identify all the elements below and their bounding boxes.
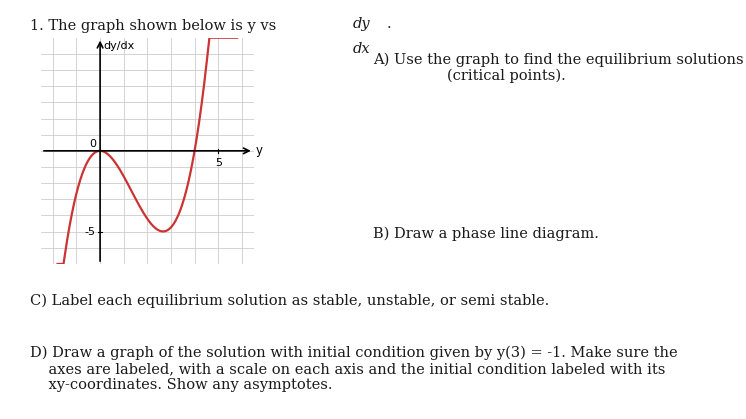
Text: (critical points).: (critical points).	[373, 52, 565, 83]
Text: y: y	[256, 144, 263, 158]
Text: -5: -5	[85, 227, 95, 237]
Text: 1. The graph shown below is y vs: 1. The graph shown below is y vs	[30, 19, 276, 33]
Text: dx: dx	[353, 42, 371, 56]
Text: dy/dx: dy/dx	[104, 41, 135, 51]
Text: .: .	[386, 17, 391, 31]
Text: 5: 5	[215, 158, 222, 168]
Text: dy: dy	[353, 17, 371, 31]
Text: C) Label each equilibrium solution as stable, unstable, or semi stable.: C) Label each equilibrium solution as st…	[30, 293, 549, 308]
Text: B) Draw a phase line diagram.: B) Draw a phase line diagram.	[373, 226, 599, 241]
Text: 0: 0	[89, 139, 95, 149]
Text: D) Draw a graph of the solution with initial condition given by y(3) = -1. Make : D) Draw a graph of the solution with ini…	[30, 346, 677, 393]
Text: A) Use the graph to find the equilibrium solutions: A) Use the graph to find the equilibrium…	[373, 52, 744, 67]
